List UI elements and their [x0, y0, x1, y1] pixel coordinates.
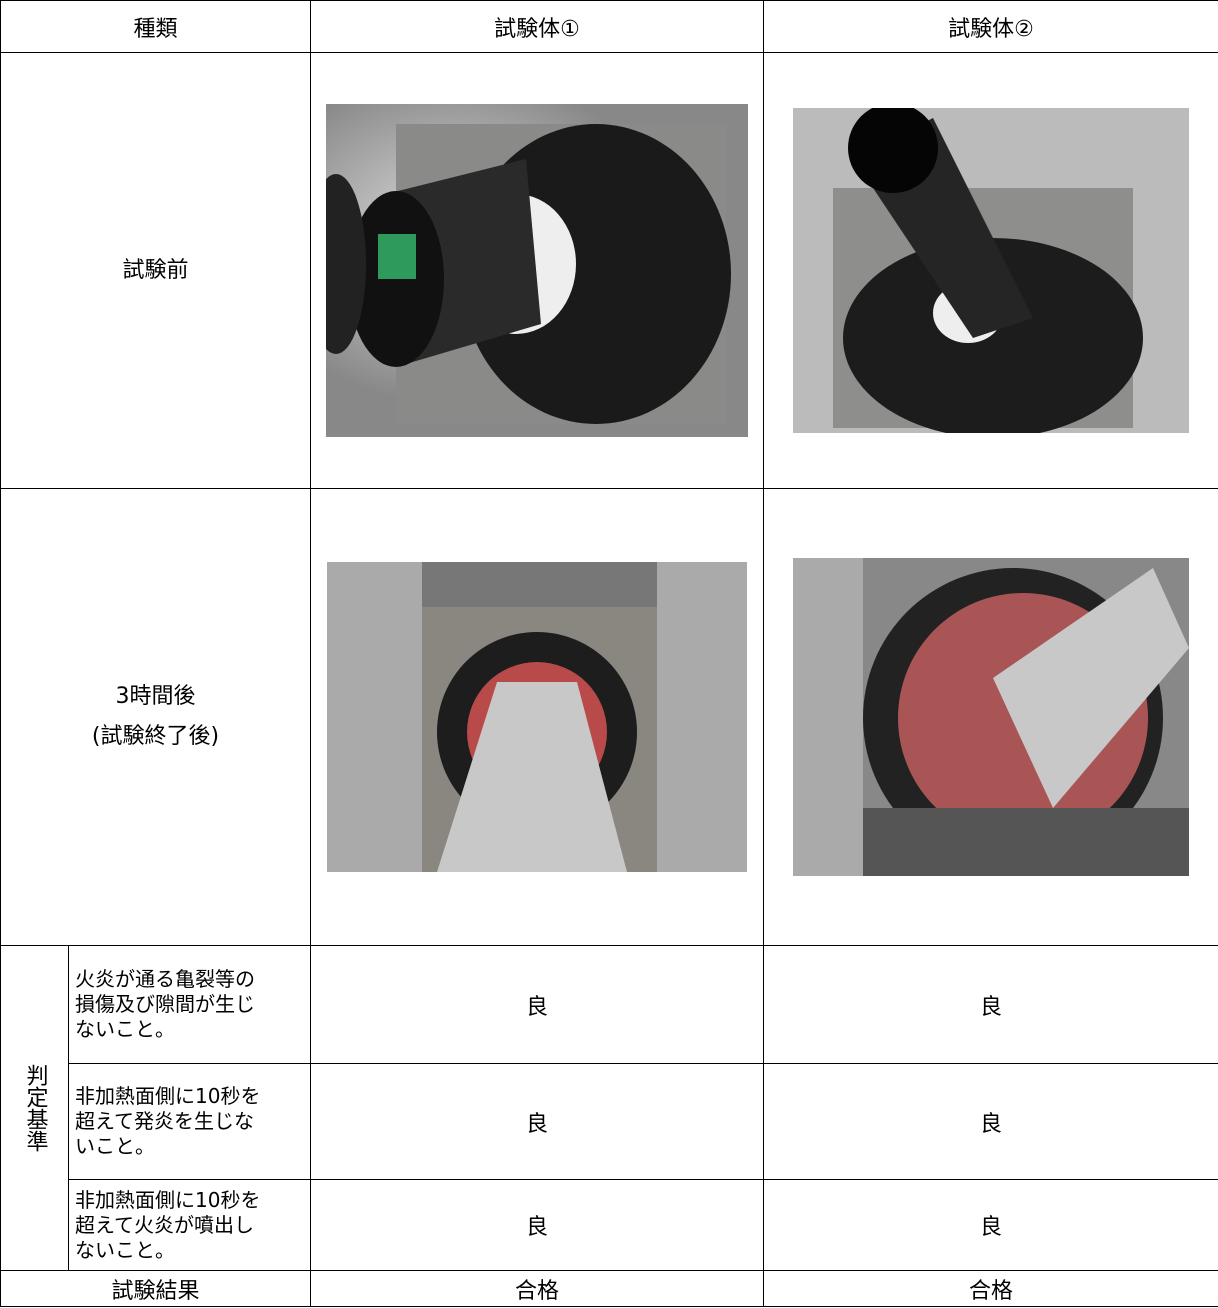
criteria-result: 良: [310, 945, 765, 1064]
photo-cell: [310, 52, 765, 489]
label-line: (試験終了後): [91, 724, 220, 749]
criteria-text: 非加熱面側に10秒を 超えて火炎が噴出し ないこと。: [67, 1179, 312, 1271]
criteria-result: 良: [310, 1063, 765, 1180]
header-cell: 試験体②: [763, 0, 1218, 53]
header-row: 種類 試験体① 試験体②: [0, 0, 1218, 53]
criteria-result: 良: [763, 1063, 1218, 1180]
criteria-result: 良: [310, 1179, 765, 1271]
header-cell: 種類: [0, 0, 312, 53]
criteria-row: 非加熱面側に10秒を 超えて火炎が噴出し ないこと。 良 良: [1, 1179, 1218, 1271]
photo: [793, 108, 1190, 433]
criteria-row: 判定基準 火炎が通る亀裂等の 損傷及び隙間が生じ ないこと。 良 良: [0, 945, 1218, 1271]
photo: [327, 562, 748, 872]
result-row: 試験結果 合格 合格: [0, 1270, 1218, 1307]
criteria-line: 非加熱面側に10秒を: [75, 1084, 261, 1108]
photo: [326, 104, 749, 437]
criteria-line: 火炎が通る亀裂等の: [75, 967, 255, 991]
criteria-line: 超えて発炎を生じな: [75, 1109, 254, 1133]
criteria-line: ないこと。: [75, 1017, 175, 1041]
criteria-line: 超えて火炎が噴出し: [75, 1212, 254, 1237]
criteria-line: 非加熱面側に10秒を: [75, 1187, 261, 1212]
criteria-line: いこと。: [75, 1134, 155, 1158]
result-value: 合格: [310, 1270, 765, 1307]
criteria-result: 良: [763, 1179, 1218, 1271]
criteria-label: 判定基準: [0, 945, 69, 1271]
row-label: 3時間後 (試験終了後): [0, 488, 312, 946]
photo-cell: [763, 488, 1218, 946]
criteria-text: 火炎が通る亀裂等の 損傷及び隙間が生じ ないこと。: [67, 945, 312, 1064]
photo-row: 3時間後 (試験終了後): [0, 488, 1218, 946]
photo: [793, 558, 1190, 876]
result-label: 試験結果: [0, 1270, 312, 1307]
criteria-result: 良: [763, 945, 1218, 1064]
row-label: 試験前: [0, 52, 312, 489]
criteria-row: 非加熱面側に10秒を 超えて発炎を生じな いこと。 良 良: [1, 1063, 1218, 1180]
photo-cell: [310, 488, 765, 946]
label-line: 試験前: [122, 257, 189, 283]
label-line: 3時間後: [115, 684, 196, 709]
header-cell: 試験体①: [310, 0, 765, 53]
criteria-line: ないこと。: [75, 1237, 175, 1262]
criteria-line: 損傷及び隙間が生じ: [75, 992, 255, 1016]
result-value: 合格: [763, 1270, 1218, 1307]
photo-cell: [763, 52, 1218, 489]
criteria-text: 非加熱面側に10秒を 超えて発炎を生じな いこと。: [67, 1063, 312, 1180]
photo-row: 試験前: [0, 52, 1218, 489]
